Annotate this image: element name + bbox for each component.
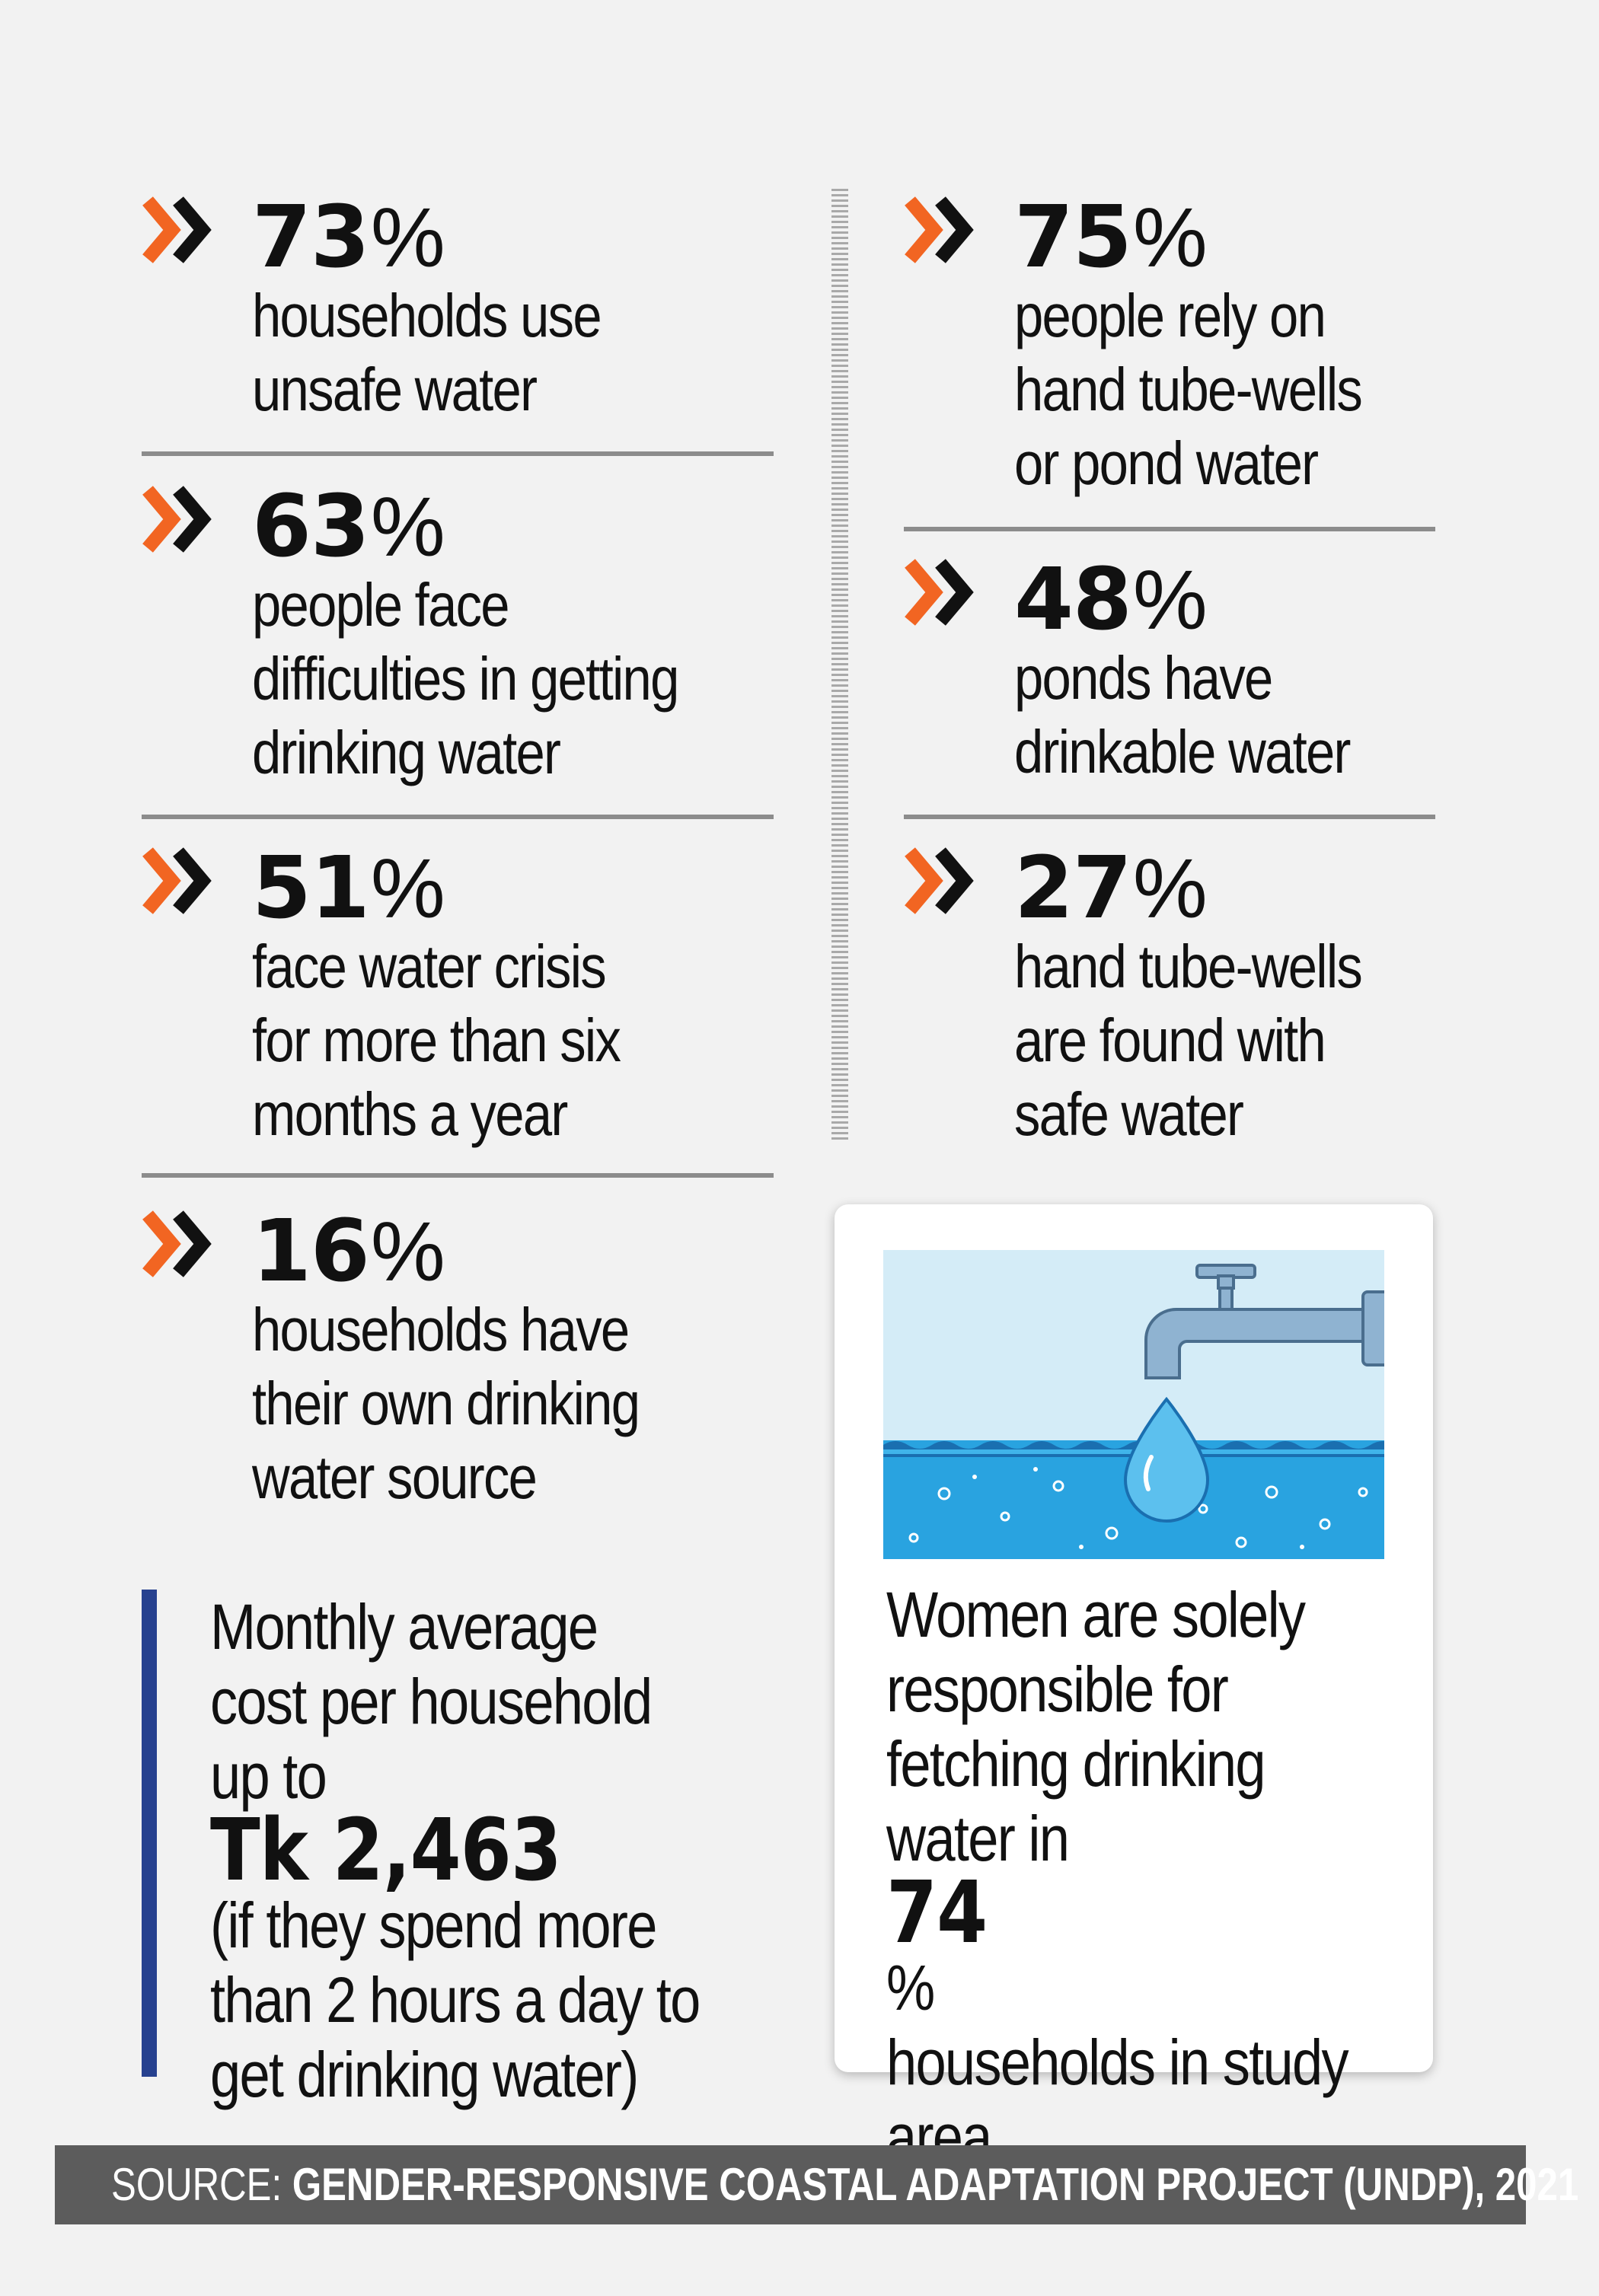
stat-description: hand tube-wells are found with safe wate…: [1014, 933, 1363, 1148]
divider: [142, 451, 774, 456]
stat-value: 63%: [252, 477, 445, 576]
stat-value: 75%: [1014, 188, 1208, 287]
double-chevron-icon: [904, 556, 980, 629]
double-chevron-icon: [142, 1207, 218, 1280]
women-responsibility-card: Women are solely responsible for fetchin…: [835, 1204, 1433, 2173]
double-chevron-icon: [142, 193, 218, 266]
double-chevron-icon: [142, 483, 218, 556]
stat-description: people rely on hand tube-wells or pond w…: [1014, 282, 1363, 497]
stat-value: 16%: [252, 1202, 445, 1301]
accent-bar: [142, 1590, 157, 2077]
stat-description: households use unsafe water: [252, 282, 602, 423]
stat-description: ponds have drinkable water: [1014, 644, 1351, 786]
column-divider: [831, 189, 848, 1140]
source-footer: SOURCE: GENDER-RESPONSIVE COASTAL ADAPTA…: [55, 2145, 1578, 2224]
divider: [142, 1173, 774, 1178]
divider: [142, 815, 774, 819]
stat-value: 51%: [252, 839, 445, 938]
stat-description: face water crisis for more than six mont…: [252, 933, 621, 1148]
stat-value: 48%: [1014, 550, 1208, 649]
stat-value: 73%: [252, 188, 445, 287]
cost-amount: Tk 2,463: [210, 1801, 562, 1900]
double-chevron-icon: [904, 193, 980, 266]
divider: [904, 815, 1435, 819]
source-label: SOURCE:: [111, 2159, 292, 2210]
double-chevron-icon: [904, 844, 980, 917]
monthly-cost-text: Monthly average cost per household up to…: [210, 1591, 701, 2110]
women-responsibility-text: Women are solely responsible for fetchin…: [886, 1579, 1349, 2173]
source-text: GENDER-RESPONSIVE COASTAL ADAPTATION PRO…: [292, 2159, 1579, 2210]
faucet-water-drop-icon: [883, 1250, 1384, 1559]
women-percentage: 74: [886, 1864, 988, 1963]
double-chevron-icon: [142, 844, 218, 917]
stat-description: people face difficulties in getting drin…: [252, 571, 679, 786]
stat-description: households have their own drinking water…: [252, 1296, 640, 1511]
stat-value: 27%: [1014, 839, 1208, 938]
monthly-cost-callout: Monthly average cost per household up to…: [142, 1590, 766, 2110]
divider: [904, 527, 1435, 531]
